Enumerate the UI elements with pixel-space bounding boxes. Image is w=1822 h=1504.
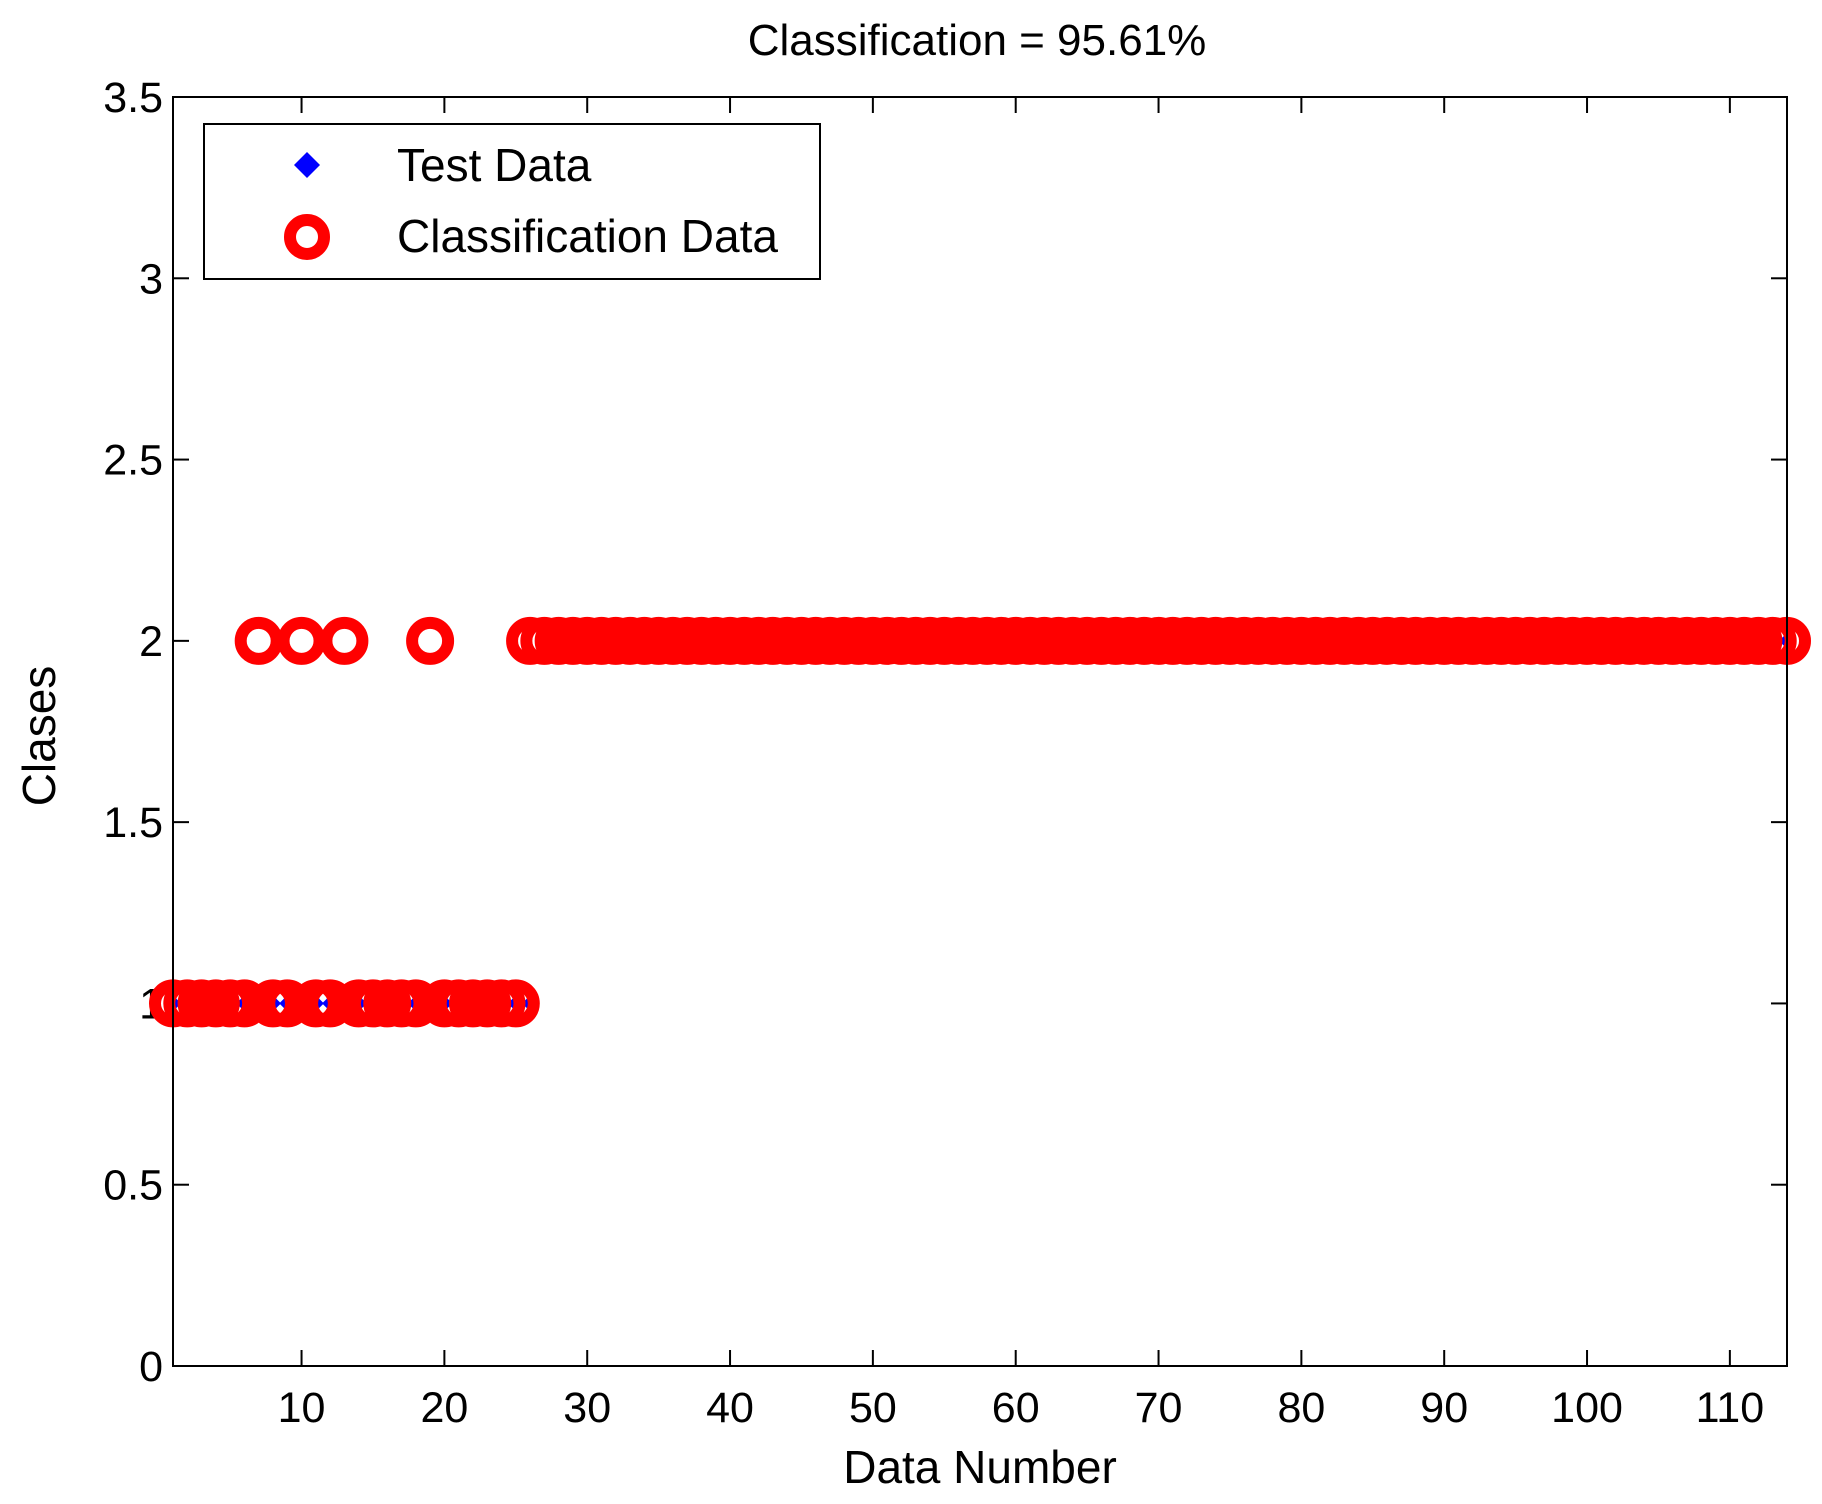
x-tick-label: 30 (563, 1384, 611, 1432)
classification-data-point (391, 979, 440, 1028)
x-tick-label: 50 (849, 1384, 897, 1432)
y-tick-label: 0.5 (103, 1162, 163, 1210)
y-axis-title: Clases (13, 666, 65, 807)
x-tick-label: 100 (1551, 1384, 1623, 1432)
classification-data-point (234, 616, 283, 665)
y-tick-label: 1.5 (103, 799, 163, 847)
x-axis-title: Data Number (843, 1441, 1117, 1493)
y-tick-label: 3 (139, 255, 163, 303)
classification-data-point (491, 979, 540, 1028)
classification-data-point (220, 979, 269, 1028)
x-tick-label: 90 (1420, 1384, 1468, 1432)
x-tick-label: 70 (1135, 1384, 1183, 1432)
x-tick-label: 20 (420, 1384, 468, 1432)
x-tick-label: 40 (706, 1384, 754, 1432)
y-tick-label: 2.5 (103, 437, 163, 485)
classification-data-series (149, 616, 1811, 1028)
data-series (149, 616, 1811, 1028)
x-tick-label: 60 (992, 1384, 1040, 1432)
classification-data-point (263, 979, 312, 1028)
legend-marker-classification-data (284, 214, 330, 260)
classification-data-point (406, 616, 455, 665)
x-tick-label: 80 (1277, 1384, 1325, 1432)
classification-data-point (277, 616, 326, 665)
classification-data-point (306, 979, 355, 1028)
x-tick-label: 10 (278, 1384, 326, 1432)
legend-marker-test-data (294, 152, 320, 178)
legend-label-test-data: Test Data (397, 139, 592, 191)
y-tick-label: 0 (139, 1343, 163, 1391)
legend: Test Data Classification Data (203, 123, 821, 280)
y-tick-label: 3.5 (103, 74, 163, 122)
legend-label-classification-data: Classification Data (397, 210, 778, 262)
chart-title: Classification = 95.61% (748, 16, 1207, 65)
x-tick-label: 110 (1696, 1384, 1765, 1432)
classification-data-point (320, 616, 369, 665)
plot-frame (172, 96, 1788, 1367)
y-tick-label: 2 (139, 618, 163, 666)
